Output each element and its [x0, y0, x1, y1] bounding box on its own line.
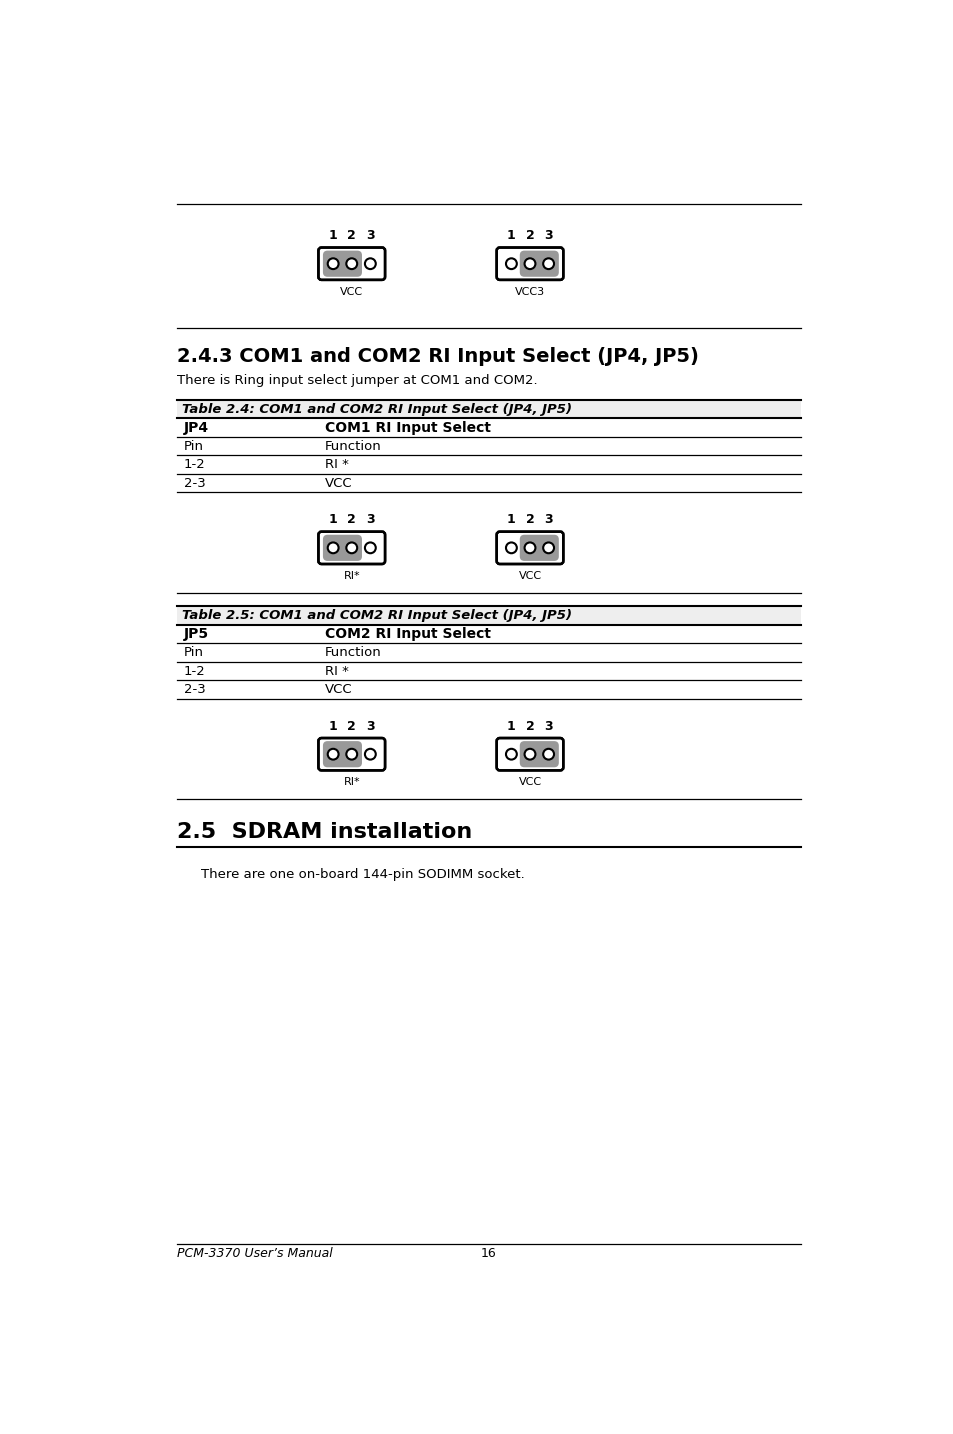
Circle shape	[328, 258, 338, 270]
Circle shape	[542, 542, 554, 554]
FancyBboxPatch shape	[318, 248, 385, 280]
Text: 3: 3	[544, 720, 553, 733]
Text: 3: 3	[366, 513, 375, 526]
FancyBboxPatch shape	[519, 535, 558, 561]
Text: Function: Function	[324, 440, 381, 453]
Text: 3: 3	[544, 229, 553, 242]
Text: 3: 3	[366, 229, 375, 242]
Text: 2: 2	[347, 513, 355, 526]
Text: VCC: VCC	[517, 777, 541, 787]
Text: There are one on-board 144-pin SODIMM socket.: There are one on-board 144-pin SODIMM so…	[200, 868, 524, 880]
Text: 1: 1	[329, 513, 337, 526]
Circle shape	[505, 258, 517, 270]
Text: VCC: VCC	[517, 571, 541, 581]
Text: 2: 2	[525, 720, 534, 733]
Text: 1: 1	[506, 513, 516, 526]
Circle shape	[365, 258, 375, 270]
Text: 2: 2	[525, 513, 534, 526]
Text: 2-3: 2-3	[183, 476, 205, 489]
Text: Table 2.5: COM1 and COM2 RI Input Select (JP4, JP5): Table 2.5: COM1 and COM2 RI Input Select…	[182, 609, 572, 622]
Text: Table 2.4: COM1 and COM2 RI Input Select (JP4, JP5): Table 2.4: COM1 and COM2 RI Input Select…	[182, 403, 572, 416]
Text: 3: 3	[544, 513, 553, 526]
Text: Pin: Pin	[183, 440, 203, 453]
FancyBboxPatch shape	[497, 532, 562, 564]
Circle shape	[524, 749, 535, 760]
Text: 16: 16	[480, 1246, 497, 1259]
Circle shape	[524, 258, 535, 270]
Text: RI*: RI*	[343, 777, 359, 787]
Circle shape	[505, 749, 517, 760]
FancyBboxPatch shape	[322, 535, 361, 561]
Bar	[177, 607, 801, 625]
Text: 2: 2	[347, 720, 355, 733]
Text: 1: 1	[506, 229, 516, 242]
Text: 2.5  SDRAM installation: 2.5 SDRAM installation	[177, 822, 472, 842]
Text: 2: 2	[525, 229, 534, 242]
Text: There is Ring input select jumper at COM1 and COM2.: There is Ring input select jumper at COM…	[177, 374, 537, 387]
FancyBboxPatch shape	[519, 741, 558, 767]
Text: COM2 RI Input Select: COM2 RI Input Select	[324, 627, 490, 641]
Text: RI *: RI *	[324, 664, 348, 677]
Text: 1: 1	[329, 720, 337, 733]
Bar	[177, 400, 801, 419]
Circle shape	[346, 542, 356, 554]
Text: 3: 3	[366, 720, 375, 733]
Text: 1-2: 1-2	[183, 459, 205, 472]
Circle shape	[524, 542, 535, 554]
FancyBboxPatch shape	[497, 248, 562, 280]
FancyBboxPatch shape	[519, 251, 558, 277]
Text: RI *: RI *	[324, 459, 348, 472]
Circle shape	[328, 542, 338, 554]
Text: VCC: VCC	[324, 683, 352, 695]
Text: JP4: JP4	[183, 420, 209, 435]
Text: COM1 RI Input Select: COM1 RI Input Select	[324, 420, 490, 435]
FancyBboxPatch shape	[497, 739, 562, 770]
Text: 2.4.3 COM1 and COM2 RI Input Select (JP4, JP5): 2.4.3 COM1 and COM2 RI Input Select (JP4…	[177, 347, 699, 366]
Text: VCC: VCC	[340, 287, 363, 297]
Text: 2: 2	[347, 229, 355, 242]
Circle shape	[505, 542, 517, 554]
FancyBboxPatch shape	[318, 532, 385, 564]
Text: 1: 1	[506, 720, 516, 733]
FancyBboxPatch shape	[318, 739, 385, 770]
Circle shape	[365, 749, 375, 760]
Text: JP5: JP5	[183, 627, 209, 641]
Circle shape	[346, 258, 356, 270]
Text: VCC3: VCC3	[515, 287, 544, 297]
Text: Function: Function	[324, 647, 381, 660]
Text: 1-2: 1-2	[183, 664, 205, 677]
Circle shape	[346, 749, 356, 760]
Text: Pin: Pin	[183, 647, 203, 660]
Circle shape	[542, 749, 554, 760]
Text: 1: 1	[329, 229, 337, 242]
Circle shape	[365, 542, 375, 554]
Text: PCM-3370 User’s Manual: PCM-3370 User’s Manual	[177, 1246, 333, 1259]
Text: VCC: VCC	[324, 476, 352, 489]
FancyBboxPatch shape	[322, 251, 361, 277]
Text: 2-3: 2-3	[183, 683, 205, 695]
Circle shape	[328, 749, 338, 760]
Text: RI*: RI*	[343, 571, 359, 581]
Circle shape	[542, 258, 554, 270]
FancyBboxPatch shape	[322, 741, 361, 767]
